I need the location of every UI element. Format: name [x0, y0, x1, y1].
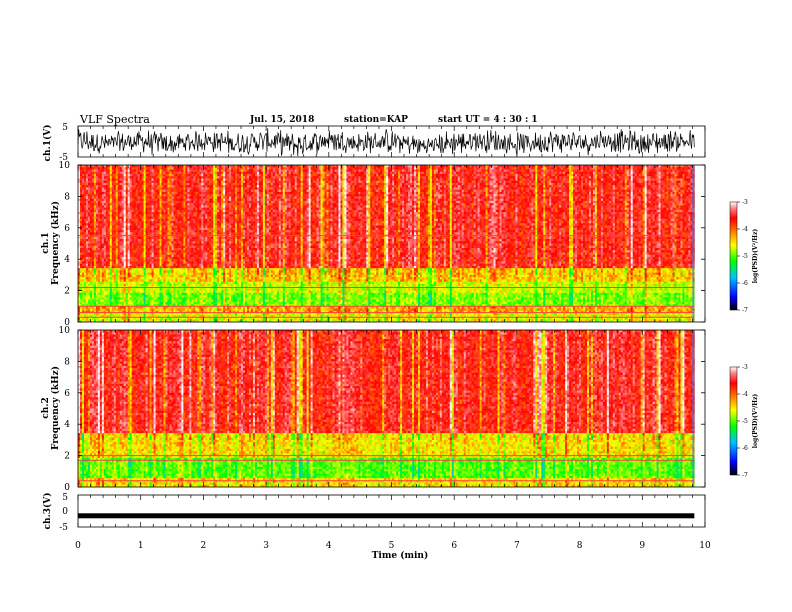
- ch1-ytick-top: 5: [62, 123, 68, 133]
- ch1-spectrogram-image: [78, 165, 695, 322]
- date-label: Jul. 15, 2018: [249, 115, 314, 125]
- figure-title: VLF Spectra: [79, 113, 150, 126]
- vlf-figure: VLF Spectra Jul. 15, 2018 station=KAP st…: [0, 0, 792, 612]
- ch1-ylabel: ch.1(V): [42, 125, 53, 162]
- station-label: station=KAP: [344, 115, 408, 125]
- ch1-waveform-panel: 5 -5 ch.1(V): [42, 123, 705, 163]
- start-time-label: start UT = 4 : 30 : 1: [438, 115, 538, 125]
